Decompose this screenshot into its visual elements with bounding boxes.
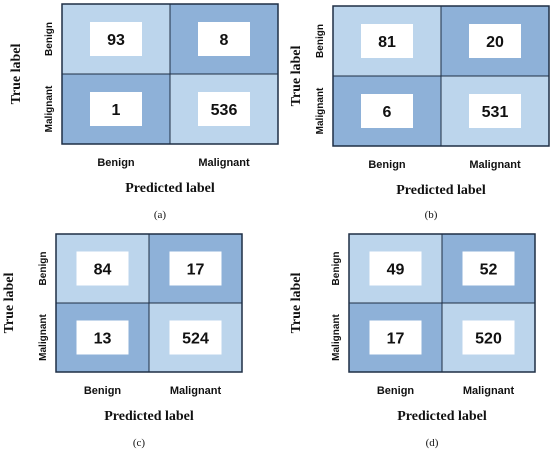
x-tick-label: Malignant [170, 385, 222, 397]
cell-value: 6 [383, 104, 392, 121]
matrix-border [332, 5, 550, 147]
cell-value: 20 [486, 34, 504, 51]
x-tick-label: Malignant [463, 385, 515, 397]
cell-value: 1 [112, 102, 121, 119]
y-tick-label: Benign [315, 24, 326, 58]
value-box [90, 22, 142, 56]
x-tick-label: Benign [84, 385, 122, 397]
value-box [361, 94, 413, 128]
cell-value: 8 [220, 32, 229, 49]
value-box [76, 251, 129, 286]
y-tick-label: Malignant [331, 314, 342, 361]
y-tick-label: Benign [331, 252, 342, 286]
cell-value: 531 [482, 104, 509, 121]
value-box [169, 251, 222, 286]
cell-value: 17 [187, 262, 205, 279]
value-box [469, 94, 521, 128]
x-tick-label: Benign [368, 159, 406, 171]
value-box [361, 24, 413, 58]
y-axis-title: True label [9, 43, 24, 104]
cell-value: 93 [107, 32, 125, 49]
cell-value: 524 [182, 331, 209, 348]
value-box [369, 320, 422, 355]
cell-value: 81 [378, 34, 396, 51]
panel-caption: (c) [133, 437, 146, 449]
y-tick-label: Benign [44, 22, 55, 56]
y-tick-label: Malignant [38, 314, 49, 361]
y-tick-label: Benign [38, 252, 49, 286]
cell-value: 84 [94, 262, 112, 279]
value-box [90, 92, 142, 126]
cell-value: 49 [387, 262, 405, 279]
x-tick-label: Malignant [469, 159, 521, 171]
value-box [469, 24, 521, 58]
x-axis-title: Predicted label [396, 183, 486, 198]
cell-value: 52 [480, 262, 498, 279]
panel-caption: (d) [426, 437, 439, 449]
value-box [169, 320, 222, 355]
confusion-matrix-panel-d: 49 52 17 520 Benign Malignant Benign Malignant P… [289, 233, 536, 449]
panel-caption: (b) [425, 209, 438, 221]
y-axis-title: True label [289, 272, 304, 333]
matrix-border [55, 233, 243, 373]
panel-caption: (a) [154, 209, 167, 221]
y-axis-title: True label [2, 272, 17, 333]
value-box [198, 92, 250, 126]
value-box [462, 251, 515, 286]
value-box [462, 320, 515, 355]
y-axis-title: True label [289, 45, 304, 106]
y-tick-label: Malignant [315, 87, 326, 134]
confusion-matrix-panel-b: 81 20 6 531 Benign Malignant Benign Malignant Pr… [289, 5, 550, 221]
x-tick-label: Malignant [198, 157, 250, 169]
x-tick-label: Benign [97, 157, 135, 169]
cell-value: 520 [475, 331, 502, 348]
confusion-matrix-panel-a: 93 8 1 536 Benign Malignant Benign Malignant Pre… [9, 3, 279, 221]
y-tick-label: Malignant [44, 85, 55, 132]
x-axis-title: Predicted label [125, 181, 215, 196]
x-axis-title: Predicted label [397, 409, 487, 424]
value-box [76, 320, 129, 355]
matrix-border [348, 233, 536, 373]
cell-value: 536 [211, 102, 238, 119]
cell-value: 13 [94, 331, 112, 348]
cell-value: 17 [387, 331, 405, 348]
x-tick-label: Benign [377, 385, 415, 397]
x-axis-title: Predicted label [104, 409, 194, 424]
matrix-border [61, 3, 279, 145]
confusion-matrix-panel-c: 84 17 13 524 Benign Malignant Benign Malignant P… [2, 233, 243, 449]
value-box [198, 22, 250, 56]
value-box [369, 251, 422, 286]
